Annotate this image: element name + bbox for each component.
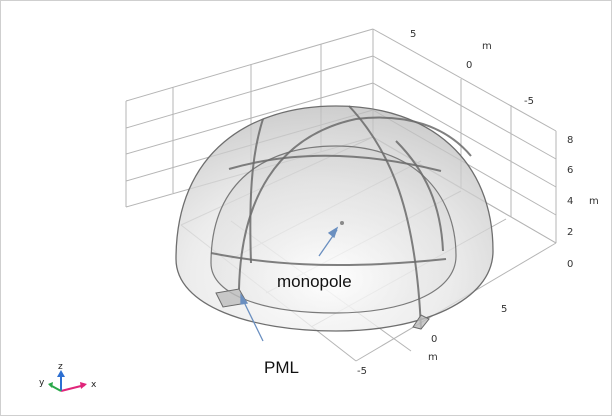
triad-y-arrowhead — [48, 382, 53, 388]
tick-y-5: 5 — [410, 29, 416, 40]
monopole-marker[interactable] — [340, 221, 344, 225]
tick-z-4: 4 — [567, 196, 573, 207]
tick-y-neg5: -5 — [524, 96, 534, 107]
x-axis-ticks: 5 0 m -5 — [357, 304, 507, 377]
orientation-triad: z y x — [39, 362, 97, 392]
tick-z-2: 2 — [567, 227, 573, 238]
pml-front-face — [215, 288, 430, 330]
tick-x-neg5: -5 — [357, 366, 367, 377]
triad-z-arrowhead — [57, 370, 65, 377]
triad-x-arrowhead — [80, 382, 87, 389]
tick-z-6: 6 — [567, 165, 573, 176]
annotation-arrows — [240, 226, 339, 342]
tick-z-8: 8 — [567, 135, 573, 146]
tick-x-0: 0 — [431, 334, 437, 345]
z-axis-ticks: 8 6 4 m 2 0 — [567, 135, 599, 270]
triad-x-label: x — [91, 380, 97, 390]
dome-partition-edges — [210, 105, 472, 330]
tick-x-unit: m — [428, 352, 438, 363]
tick-y-unit: m — [482, 41, 492, 52]
triad-z-label: z — [58, 362, 63, 372]
tick-z-0: 0 — [567, 259, 573, 270]
y-axis-ticks: 5 m 0 -5 — [410, 29, 534, 107]
pml-label: PML — [264, 358, 299, 377]
monopole-label: monopole — [277, 272, 352, 291]
tick-y-0: 0 — [466, 60, 472, 71]
tick-z-unit: m — [589, 196, 599, 207]
tick-x-5: 5 — [501, 304, 507, 315]
triad-y-label: y — [39, 378, 45, 388]
